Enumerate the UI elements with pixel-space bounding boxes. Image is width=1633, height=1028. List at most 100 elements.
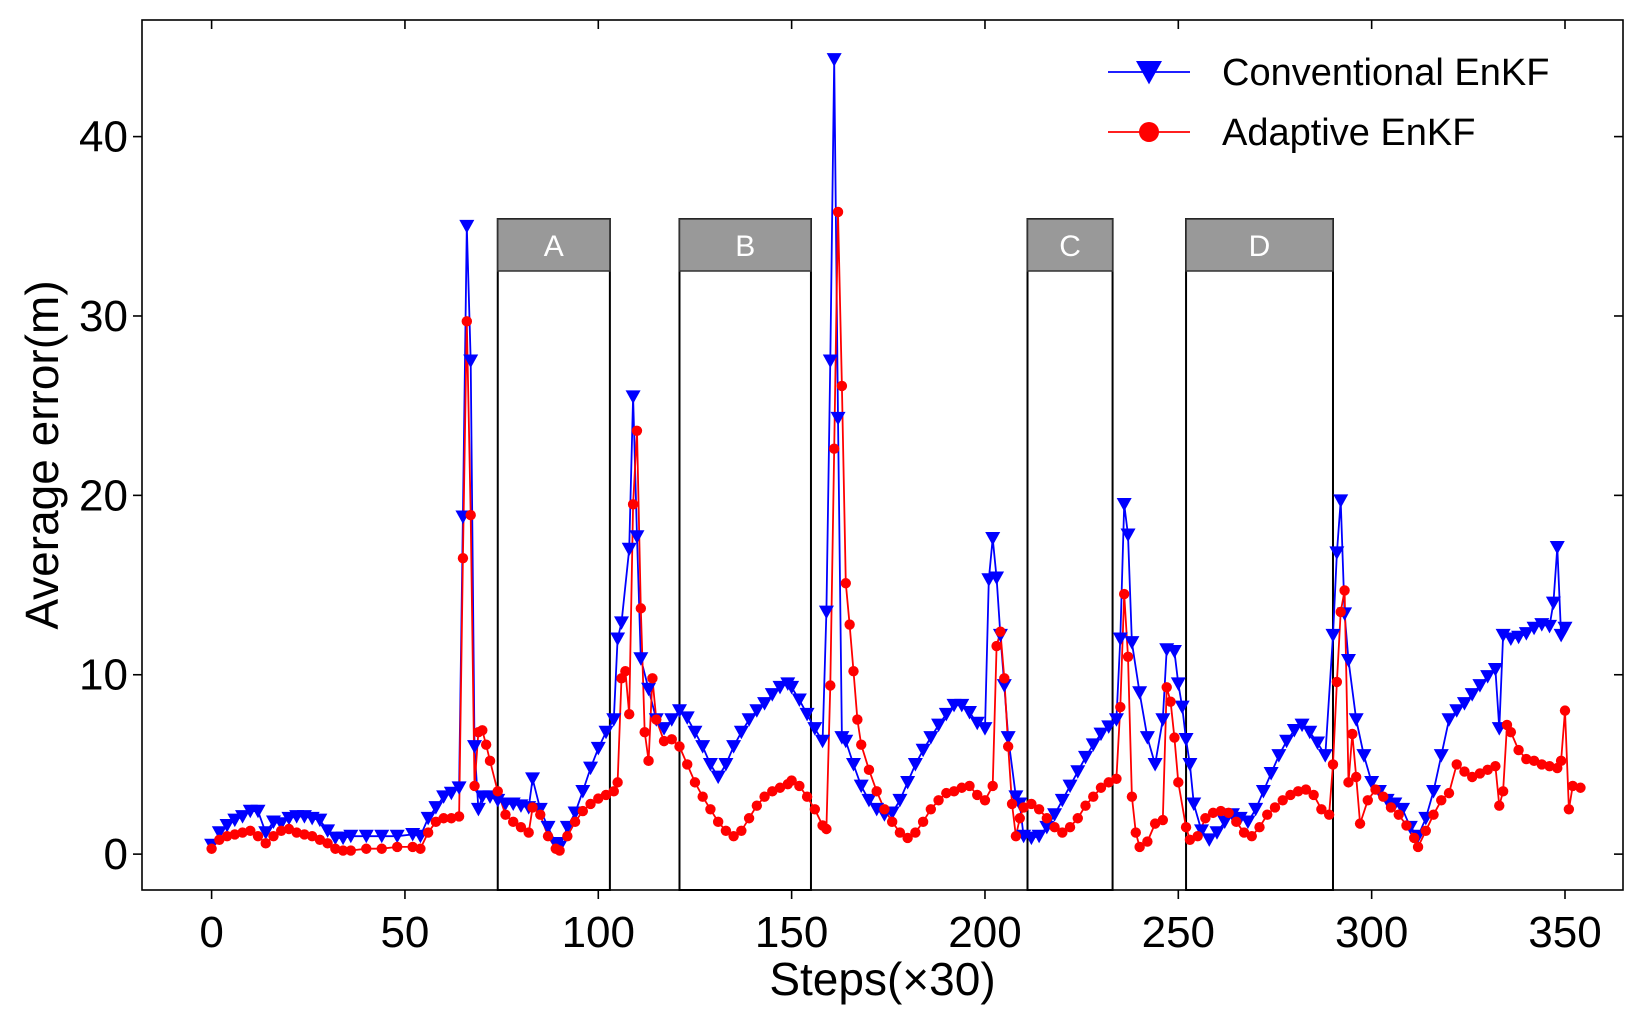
data-point-adaptive-enkf bbox=[1165, 696, 1176, 707]
data-point-conventional-enkf bbox=[1070, 765, 1086, 779]
data-point-conventional-enkf bbox=[1286, 723, 1302, 738]
legend-label-adaptive-enkf: Adaptive EnKF bbox=[1222, 112, 1475, 154]
data-point-conventional-enkf bbox=[923, 731, 939, 745]
y-tick-label: 10 bbox=[79, 651, 128, 700]
data-point-conventional-enkf bbox=[420, 811, 436, 826]
data-point-adaptive-enkf bbox=[651, 714, 662, 725]
data-point-adaptive-enkf bbox=[879, 804, 890, 815]
legend-label-conventional-enkf: Conventional EnKF bbox=[1222, 52, 1549, 94]
data-point-adaptive-enkf bbox=[322, 838, 333, 849]
data-point-conventional-enkf bbox=[996, 679, 1012, 693]
data-point-adaptive-enkf bbox=[1316, 804, 1327, 815]
data-point-adaptive-enkf bbox=[515, 822, 527, 833]
region-cap-b bbox=[678, 218, 812, 272]
data-point-conventional-enkf bbox=[1545, 596, 1561, 611]
data-point-adaptive-enkf bbox=[1157, 814, 1169, 826]
data-point-adaptive-enkf bbox=[1200, 813, 1211, 824]
data-point-adaptive-enkf bbox=[1130, 827, 1141, 838]
data-point-adaptive-enkf bbox=[260, 838, 271, 849]
data-point-adaptive-enkf bbox=[1428, 809, 1439, 820]
data-point-adaptive-enkf bbox=[500, 809, 511, 820]
data-point-adaptive-enkf bbox=[774, 782, 786, 793]
data-point-conventional-enkf bbox=[1433, 749, 1449, 763]
y-axis-ticks: 0 10 20 30 40 bbox=[79, 113, 1623, 879]
data-point-adaptive-enkf bbox=[720, 825, 732, 837]
x-tick-label: 350 bbox=[1528, 908, 1601, 957]
data-point-adaptive-enkf bbox=[1385, 802, 1397, 813]
x-tick-label: 100 bbox=[562, 908, 635, 957]
data-point-adaptive-enkf bbox=[477, 725, 488, 736]
data-point-conventional-enkf bbox=[1526, 621, 1542, 636]
data-point-conventional-enkf bbox=[1078, 750, 1094, 765]
data-point-conventional-enkf bbox=[1000, 731, 1016, 745]
data-point-conventional-enkf bbox=[799, 707, 815, 722]
series-line-adaptive-enkf bbox=[210, 211, 1581, 852]
data-point-adaptive-enkf bbox=[828, 443, 840, 454]
data-point-adaptive-enkf bbox=[682, 759, 693, 770]
data-point-adaptive-enkf bbox=[794, 780, 805, 792]
data-point-adaptive-enkf bbox=[902, 832, 913, 844]
data-point-conventional-enkf bbox=[772, 680, 788, 695]
data-point-adaptive-enkf bbox=[535, 809, 546, 820]
data-point-adaptive-enkf bbox=[1192, 830, 1203, 842]
data-point-adaptive-enkf bbox=[1393, 809, 1404, 820]
data-point-adaptive-enkf bbox=[1343, 777, 1354, 788]
data-point-conventional-enkf bbox=[1310, 736, 1326, 751]
data-point-conventional-enkf bbox=[1329, 546, 1345, 560]
data-point-adaptive-enkf bbox=[991, 640, 1002, 652]
data-point-conventional-enkf bbox=[1248, 802, 1264, 817]
data-point-adaptive-enkf bbox=[871, 786, 882, 797]
data-point-adaptive-enkf bbox=[809, 804, 821, 815]
data-point-adaptive-enkf bbox=[1559, 705, 1571, 716]
data-point-conventional-enkf bbox=[1364, 775, 1380, 790]
data-point-conventional-enkf bbox=[1155, 713, 1171, 727]
data-point-conventional-enkf bbox=[1178, 732, 1194, 747]
data-point-adaptive-enkf bbox=[361, 843, 372, 854]
data-point-conventional-enkf bbox=[1217, 815, 1233, 829]
data-point-adaptive-enkf bbox=[620, 665, 631, 677]
data-point-adaptive-enkf bbox=[206, 843, 217, 854]
data-point-conventional-enkf bbox=[1549, 541, 1565, 555]
data-point-adaptive-enkf bbox=[1161, 682, 1172, 693]
data-point-conventional-enkf bbox=[826, 53, 842, 67]
data-point-conventional-enkf bbox=[1255, 784, 1271, 799]
data-point-adaptive-enkf bbox=[492, 786, 503, 797]
data-point-adaptive-enkf bbox=[894, 827, 906, 838]
data-point-adaptive-enkf bbox=[635, 603, 647, 614]
data-point-adaptive-enkf bbox=[1497, 786, 1509, 797]
data-point-conventional-enkf bbox=[1124, 636, 1140, 650]
y-tick-label: 40 bbox=[79, 113, 128, 162]
data-point-adaptive-enkf bbox=[910, 827, 921, 838]
data-point-conventional-enkf bbox=[1112, 632, 1128, 646]
data-point-conventional-enkf bbox=[1340, 654, 1356, 668]
region-label-b: B bbox=[735, 230, 755, 263]
data-point-conventional-enkf bbox=[1356, 749, 1372, 763]
data-point-adaptive-enkf bbox=[1080, 800, 1091, 811]
data-point-adaptive-enkf bbox=[948, 786, 960, 797]
data-point-adaptive-enkf bbox=[508, 816, 519, 828]
data-point-conventional-enkf bbox=[1182, 758, 1198, 772]
plot-frame bbox=[141, 19, 1624, 891]
data-point-conventional-enkf bbox=[211, 826, 227, 840]
data-point-adaptive-enkf bbox=[1335, 606, 1346, 618]
region-label-c: C bbox=[1059, 230, 1081, 263]
x-tick-label: 250 bbox=[1142, 908, 1215, 957]
data-point-conventional-enkf bbox=[1511, 630, 1527, 645]
data-point-adaptive-enkf bbox=[821, 823, 832, 835]
data-point-adaptive-enkf bbox=[268, 830, 279, 842]
x-axis-ticks: 0 50 100 150 200 250 300 350 bbox=[199, 20, 1602, 957]
data-point-conventional-enkf bbox=[1132, 686, 1148, 700]
data-point-adaptive-enkf bbox=[1149, 818, 1161, 829]
data-point-conventional-enkf bbox=[273, 817, 289, 831]
x-tick-label: 200 bbox=[948, 908, 1021, 957]
data-point-conventional-enkf bbox=[1093, 727, 1109, 742]
data-point-conventional-enkf bbox=[726, 740, 742, 754]
data-point-conventional-enkf bbox=[1240, 815, 1256, 829]
data-point-conventional-enkf bbox=[583, 761, 599, 776]
data-point-adaptive-enkf bbox=[1014, 813, 1025, 824]
data-point-adaptive-enkf bbox=[1033, 804, 1045, 815]
data-point-conventional-enkf bbox=[969, 716, 985, 731]
data-point-conventional-enkf bbox=[1464, 688, 1480, 702]
data-point-adaptive-enkf bbox=[886, 816, 898, 828]
data-point-conventional-enkf bbox=[985, 532, 1001, 546]
